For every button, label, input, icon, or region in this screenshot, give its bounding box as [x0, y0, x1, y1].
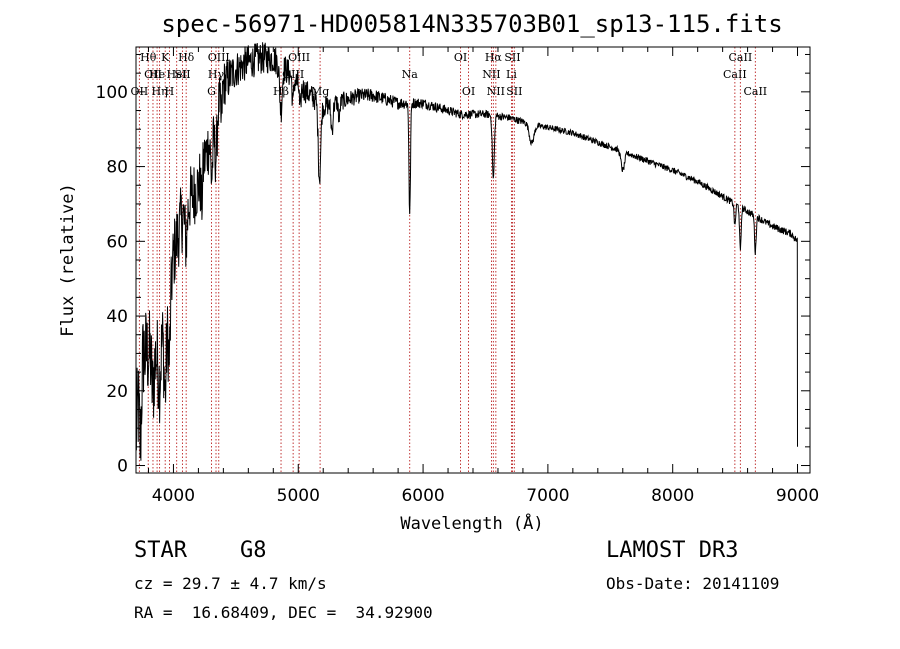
- spectrum-line: [135, 42, 798, 461]
- chart-title: spec-56971-HD005814N335703B01_sp13-115.f…: [161, 10, 782, 38]
- axis-ticks: [136, 47, 810, 473]
- object-class: STAR: [134, 538, 187, 563]
- line-marker-label: Hθ: [140, 51, 157, 64]
- line-marker-label: OII: [144, 68, 162, 81]
- y-tick-label: 40: [106, 307, 128, 327]
- y-axis-label: Flux (relative): [58, 183, 78, 337]
- redshift-velocity: cz = 29.7 ± 4.7 km/s: [134, 574, 327, 593]
- line-marker-label: Hα: [485, 51, 503, 64]
- line-marker-label: SII: [174, 68, 190, 81]
- observation-date: Obs-Date: 20141109: [606, 574, 780, 593]
- x-tick-label: 7000: [526, 486, 569, 506]
- line-marker-label: Li: [506, 68, 517, 81]
- line-marker-label: H: [165, 85, 175, 98]
- line-marker-label: NII: [482, 68, 500, 81]
- y-tick-label: 60: [106, 232, 128, 252]
- survey-name: LAMOST DR3: [606, 538, 739, 563]
- line-marker-label: Hη: [151, 85, 167, 98]
- y-tick-label: 20: [106, 382, 128, 402]
- y-tick-label: 80: [106, 158, 128, 178]
- emission-line-labels: OIIHθOIIHeHηKHHeISIIHδGHγOIIIHβOIIIOIIIM…: [131, 51, 768, 98]
- line-marker-label: SII: [504, 51, 520, 64]
- line-marker-label: CaII: [743, 85, 767, 98]
- axis-tick-labels: 4000 5000 6000 7000 8000 9000 0 20 40 60 80 100: [96, 83, 820, 506]
- line-marker-label: HeI: [166, 68, 186, 81]
- x-tick-label: 8000: [651, 486, 694, 506]
- x-axis-label: Wavelength (Å): [400, 512, 543, 534]
- line-marker-label: He: [149, 68, 165, 81]
- y-tick-label: 100: [96, 83, 128, 103]
- line-marker-label: K: [161, 51, 170, 64]
- x-tick-label: 6000: [401, 486, 444, 506]
- line-marker-label: CaII: [723, 68, 747, 81]
- line-marker-label: OIII: [208, 51, 230, 64]
- coordinates: RA = 16.68409, DEC = 34.92900: [134, 603, 433, 622]
- x-tick-label: 4000: [152, 486, 195, 506]
- line-marker-label: OI: [454, 51, 467, 64]
- line-marker-label: OI: [462, 85, 475, 98]
- line-marker-label: SII: [506, 85, 522, 98]
- y-tick-label: 0: [117, 457, 128, 477]
- line-marker-label: CaII: [729, 51, 753, 64]
- line-marker-label: Hβ: [273, 85, 289, 98]
- subclass: G8: [240, 538, 267, 563]
- line-marker-label: Hδ: [178, 51, 195, 64]
- line-marker-label: OIII: [288, 51, 310, 64]
- line-marker-label: Na: [402, 68, 419, 81]
- x-tick-label: 9000: [776, 486, 819, 506]
- x-tick-label: 5000: [277, 486, 320, 506]
- line-marker-label: NII: [487, 85, 505, 98]
- line-marker-label: Hγ: [208, 68, 225, 81]
- line-marker-label: G: [207, 85, 216, 98]
